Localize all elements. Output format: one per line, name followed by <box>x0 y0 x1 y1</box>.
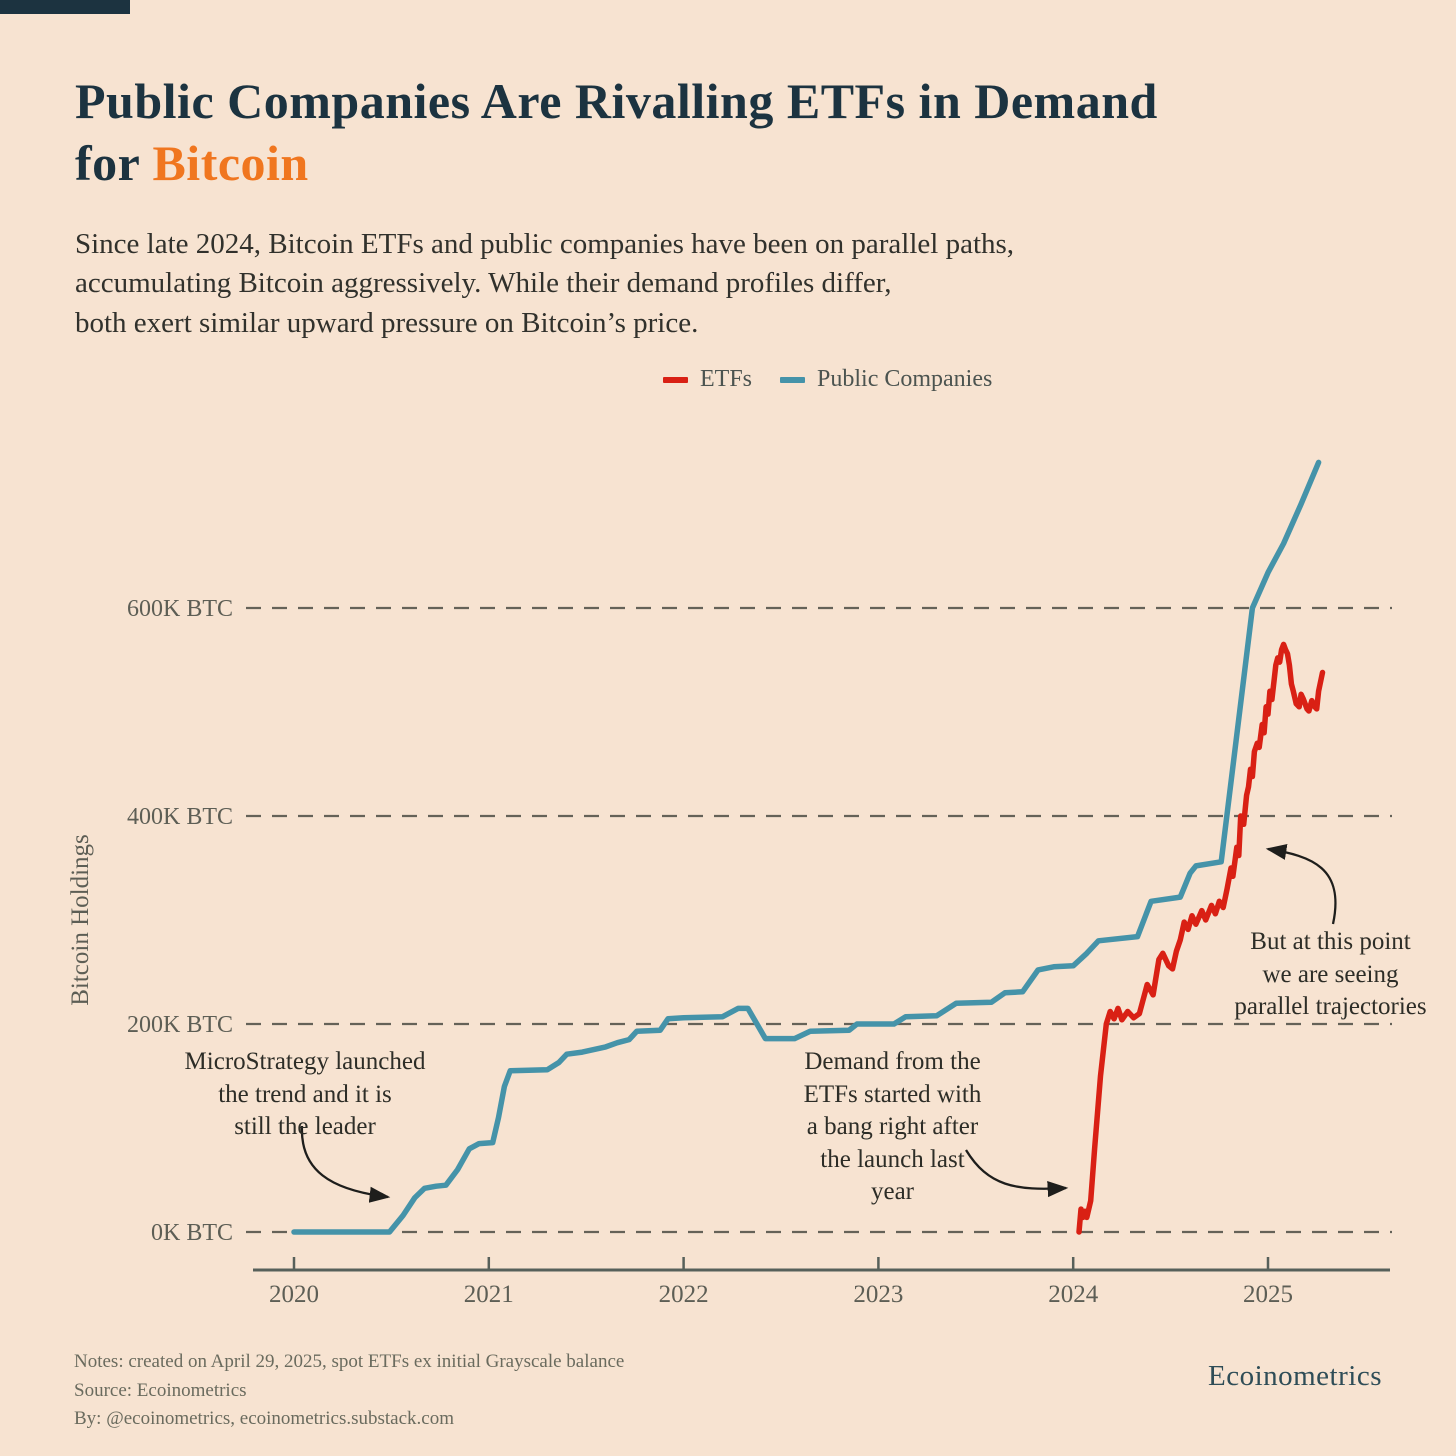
brand-logo-text: Ecoinometrics <box>1207 1360 1382 1392</box>
arrow-to-public-companies-start <box>300 1125 391 1203</box>
y-tick-label: 0K BTC <box>151 1220 233 1246</box>
arrow-to-parallel-trajectories <box>1265 843 1337 925</box>
y-tick-label: 200K BTC <box>127 1012 233 1038</box>
title-text: Public Companies Are Rivalling ETFs in D… <box>75 72 1158 191</box>
annotation-microstrategy: MicroStrategy launched the trend and it … <box>184 1048 426 1140</box>
x-tick-label: 2024 <box>1048 1281 1099 1308</box>
title-highlight-bitcoin: Bitcoin <box>152 134 309 191</box>
legend-label-etfs: ETFs <box>700 366 753 392</box>
x-tick-label: 2021 <box>464 1281 514 1308</box>
annotation-parallel-trajectories: But at this point we are seeing parallel… <box>1234 928 1427 1020</box>
chart-legend: ETFs Public Companies <box>663 366 992 393</box>
arrow-to-etf-launch <box>965 1149 1069 1198</box>
x-tick-label: 2023 <box>853 1281 903 1308</box>
y-tick-label: 400K BTC <box>127 804 233 830</box>
legend-item-etfs: ETFs <box>663 366 752 393</box>
etfs-line-swatch <box>663 376 688 383</box>
subtitle: Since late 2024, Bitcoin ETFs and public… <box>75 228 1015 339</box>
page-title: Public Companies Are Rivalling ETFs in D… <box>75 70 1435 194</box>
annotation-etf-launch: Demand from the ETFs started with a bang… <box>803 1048 982 1205</box>
y-tick-label: 600K BTC <box>127 596 233 622</box>
public-companies-line-swatch <box>780 376 806 383</box>
legend-item-public-companies: Public Companies <box>780 366 992 393</box>
etfs-line <box>1076 641 1326 1235</box>
public-companies-line <box>291 459 1322 1235</box>
y-axis-title: Bitcoin Holdings <box>67 834 94 1006</box>
footnotes: Notes: created on April 29, 2025, spot E… <box>74 1351 625 1429</box>
x-tick-label: 2025 <box>1243 1281 1293 1308</box>
x-tick-label: 2022 <box>659 1281 709 1308</box>
corner-accent-bar <box>0 0 130 14</box>
legend-label-public-companies: Public Companies <box>817 366 993 392</box>
x-tick-label: 2020 <box>269 1281 319 1308</box>
